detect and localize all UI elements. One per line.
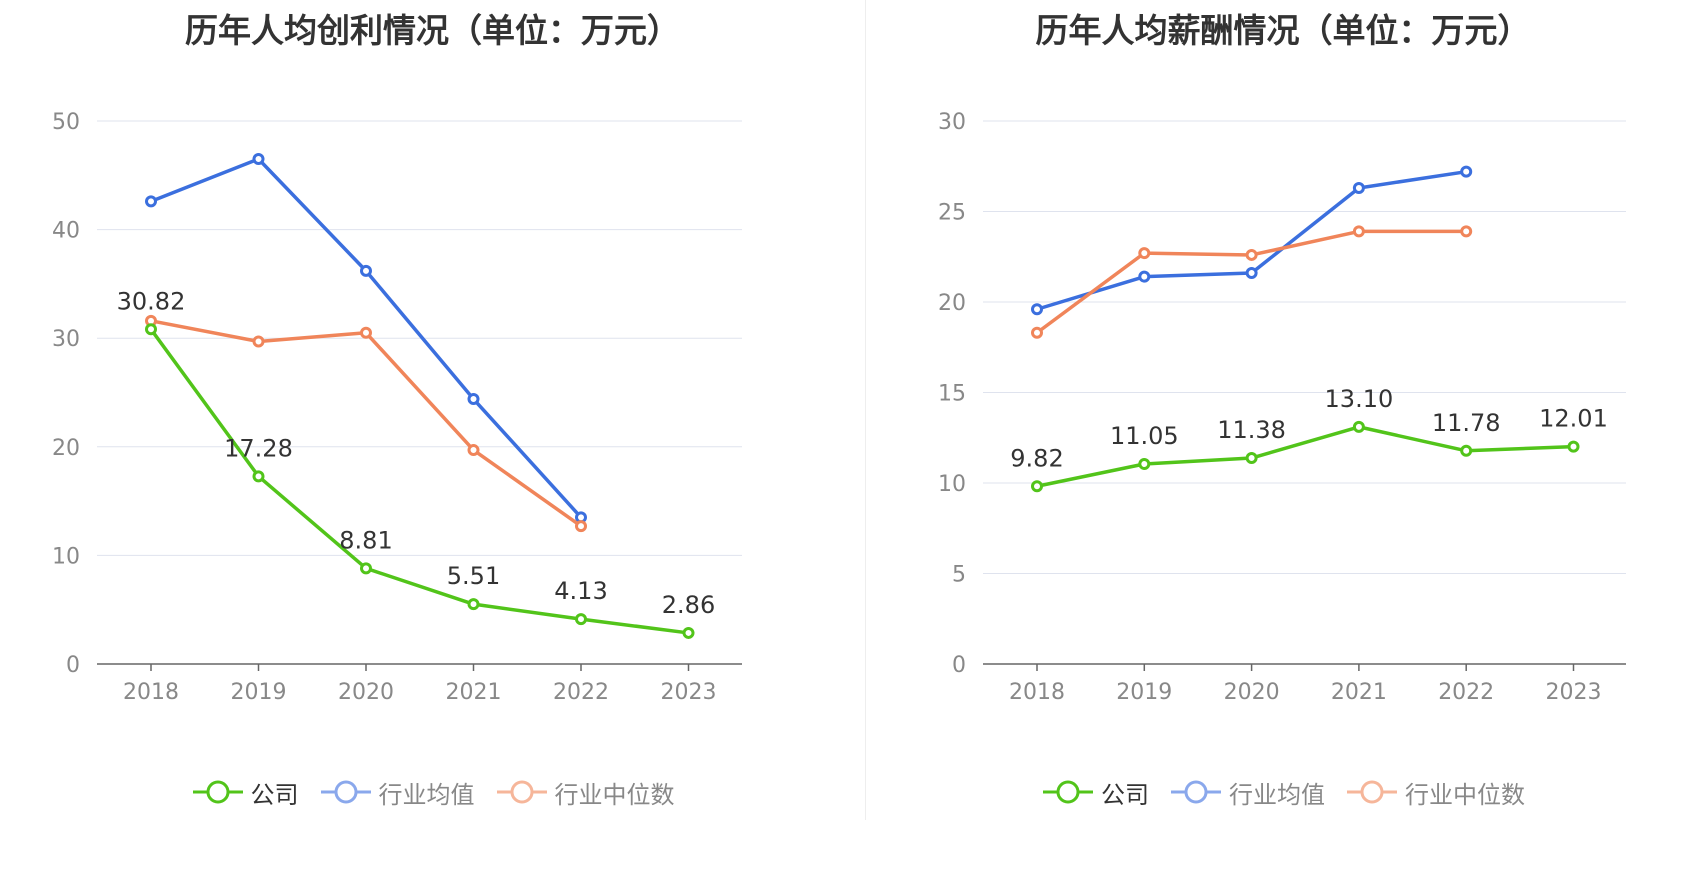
y-tick-label: 10 [938,472,966,497]
data-label: 8.81 [339,526,392,554]
salary-chart-panel: 历年人均薪酬情况（单位：万元） 0 5 10 15 20 25 30 2018 2019 2020… [866,0,1700,874]
legend-item-industry-median[interactable]: 行业中位数 [495,775,675,810]
data-label: 12.01 [1539,405,1608,433]
legend-line-circle-icon [320,780,371,804]
y-tick-label: 0 [952,653,966,678]
data-label: 9.82 [1010,444,1063,472]
legend-item-company[interactable]: 公司 [1041,775,1149,810]
legend-item-industry-median[interactable]: 行业中位数 [1345,775,1525,810]
data-point-company[interactable] [360,562,372,575]
data-label: 11.05 [1110,422,1179,450]
legend-line-circle-icon [1043,780,1093,804]
legend-label: 公司 [1101,780,1149,809]
data-label: 4.13 [554,577,607,605]
data-point-industry-avg[interactable] [145,195,157,208]
legend-label: 行业均值 [1229,780,1325,809]
y-tick-label: 15 [938,382,966,407]
legend-item-industry-avg[interactable]: 行业均值 [1169,775,1325,810]
data-point-industry-median[interactable] [575,520,587,533]
data-point-company[interactable] [1460,444,1473,457]
salary-chart-plot: 0 5 10 15 20 25 30 2018 2019 2020 2021 2022 2023 9.82… [938,110,1626,705]
data-label: 30.82 [117,287,186,315]
legend-label: 行业中位数 [1405,780,1525,809]
data-point-industry-median[interactable] [360,326,372,339]
data-label: 11.78 [1432,409,1501,437]
chart-title: 历年人均薪酬情况（单位：万元） [1035,11,1531,50]
data-point-industry-avg[interactable] [1031,303,1043,316]
legend-line-circle-icon [1347,780,1397,804]
legend-label: 公司 [250,780,299,809]
y-tick-label: 40 [52,219,80,244]
panel-divider [865,0,866,820]
chart-legend: 公司 行业均值 行业中位数 [0,772,865,812]
data-point-industry-avg[interactable] [1138,270,1151,283]
y-tick-label: 25 [938,201,966,226]
y-tick-label: 20 [938,291,966,316]
x-tick-label: 2023 [661,680,717,705]
x-tick-label: 2021 [446,680,502,705]
x-tick-label: 2019 [1116,680,1172,705]
legend-item-industry-avg[interactable]: 行业均值 [319,775,475,810]
x-tick-label: 2019 [231,680,287,705]
series-line-company [1036,425,1574,488]
y-tick-label: 30 [938,110,966,135]
y-tick-label: 50 [52,110,80,135]
y-tick-label: 5 [952,563,966,588]
data-point-industry-avg[interactable] [360,264,372,277]
x-tick-label: 2022 [553,680,609,705]
x-tick-label: 2022 [1438,680,1494,705]
data-point-industry-median[interactable] [1138,247,1151,260]
legend-line-circle-icon [192,780,243,804]
data-point-company[interactable] [1245,452,1258,465]
series-line-industry-median [1035,229,1467,335]
x-tick-label: 2023 [1546,680,1602,705]
data-label: 13.10 [1325,385,1394,413]
data-point-industry-avg[interactable] [252,153,265,166]
data-point-industry-median[interactable] [252,335,265,348]
data-point-company[interactable] [145,323,157,336]
y-tick-label: 10 [52,544,80,569]
data-label: 5.51 [447,562,500,590]
x-tick-label: 2018 [123,680,179,705]
data-point-industry-avg[interactable] [1245,267,1258,280]
y-tick-label: 20 [52,436,80,461]
x-tick-label: 2020 [1224,680,1280,705]
profit-chart-panel: 历年人均创利情况（单位：万元） 0 10 20 30 40 50 2018 2019 2020 2… [0,11,865,812]
y-tick-label: 0 [66,653,80,678]
data-label: 2.86 [662,591,715,619]
series-line-company [149,328,689,635]
y-tick-label: 30 [52,327,80,352]
data-point-industry-avg[interactable] [467,393,480,406]
chart-title: 历年人均创利情况（单位：万元） [185,11,680,50]
legend-label: 行业中位数 [554,780,675,809]
data-point-company[interactable] [575,613,587,626]
legend-line-circle-icon [1171,780,1221,804]
data-point-company[interactable] [1567,440,1580,453]
data-point-company[interactable] [1352,420,1365,433]
legend-line-circle-icon [496,780,547,804]
x-tick-label: 2020 [338,680,394,705]
data-point-industry-median[interactable] [467,444,480,457]
series-line-industry-median [150,319,583,528]
x-tick-label: 2021 [1331,680,1387,705]
data-point-company[interactable] [1031,480,1043,493]
data-label: 17.28 [224,434,293,462]
data-label: 11.38 [1217,416,1286,444]
data-point-industry-median[interactable] [1245,248,1258,261]
data-point-company[interactable] [467,598,480,611]
data-point-industry-avg[interactable] [1460,165,1473,178]
data-point-industry-median[interactable] [1031,326,1043,339]
data-point-industry-avg[interactable] [1352,181,1365,194]
legend-item-company[interactable]: 公司 [191,775,299,810]
data-point-company[interactable] [252,470,265,483]
legend-label: 行业均值 [378,780,475,809]
x-tick-label: 2018 [1009,680,1065,705]
chart-legend: 公司 行业均值 行业中位数 [866,772,1700,812]
data-point-company[interactable] [1138,457,1151,470]
data-point-company[interactable] [682,626,695,639]
data-point-industry-median[interactable] [1352,225,1365,238]
series-line-industry-avg [1036,169,1467,311]
data-point-industry-median[interactable] [1460,225,1473,238]
profit-chart-plot: 0 10 20 30 40 50 2018 2019 2020 2021 2022 2023 30.82… [52,110,742,705]
